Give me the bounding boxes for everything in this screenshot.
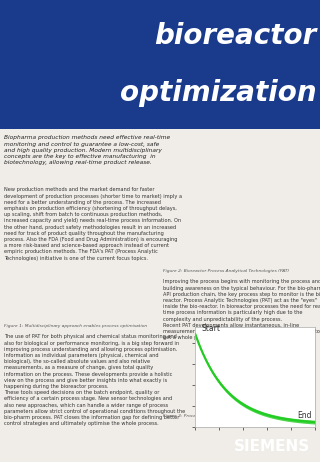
Text: Figure 3: Process fingerprint monitoring of a bio-reactor: Figure 3: Process fingerprint monitoring… bbox=[163, 414, 284, 419]
Text: Improving the process begins with monitoring the process and
building awareness : Improving the process begins with monito… bbox=[163, 280, 320, 340]
Text: Figure 1: Multidisciplinary approach enables process optimisation: Figure 1: Multidisciplinary approach ena… bbox=[4, 324, 147, 328]
Text: New production methods and the market demand for faster
development of productio: New production methods and the market de… bbox=[4, 188, 182, 261]
Text: SIEMENS: SIEMENS bbox=[234, 439, 310, 455]
Text: optimization: optimization bbox=[120, 79, 317, 107]
Text: Start: Start bbox=[201, 323, 220, 333]
Text: End: End bbox=[297, 411, 312, 420]
Text: The use of PAT for both physical and chemical status monitoring and
also for bio: The use of PAT for both physical and che… bbox=[4, 334, 185, 426]
Text: bioreactor: bioreactor bbox=[155, 22, 317, 50]
Text: Biopharma production methods need effective real-time
monitoring and control to : Biopharma production methods need effect… bbox=[4, 135, 170, 165]
Text: Figure 2: Bioreactor Process Analytical Technologies (PAT): Figure 2: Bioreactor Process Analytical … bbox=[163, 269, 289, 274]
